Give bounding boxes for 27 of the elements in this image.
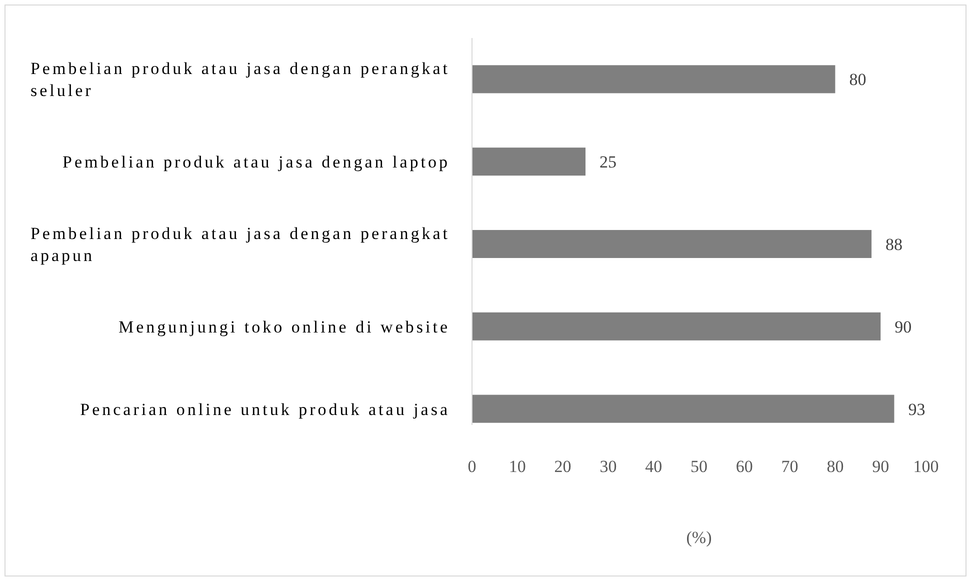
x-tick-label: 10 <box>508 457 526 476</box>
x-tick-label: 20 <box>554 457 572 476</box>
x-tick-label: 70 <box>781 457 798 476</box>
data-label: 90 <box>894 317 912 336</box>
bar <box>472 230 872 258</box>
data-label: 93 <box>908 400 926 419</box>
x-tick-label: 50 <box>690 457 708 476</box>
x-tick-label: 0 <box>468 457 476 476</box>
x-axis-title: (%) <box>686 528 712 547</box>
bar <box>472 148 586 176</box>
x-tick-label: 100 <box>913 457 939 476</box>
y-tick-label: Pencarian online untuk produk atau jasa <box>80 400 450 419</box>
y-tick-label: Pembelian produk atau jasa dengan perangkat apapun <box>30 224 450 265</box>
data-label: 25 <box>600 152 616 172</box>
bar <box>472 65 836 94</box>
y-tick-label: Mengunjungi toko online di website <box>118 317 450 336</box>
x-tick-label: 60 <box>736 457 753 476</box>
x-tick-label: 80 <box>826 457 844 476</box>
y-tick-label: Pembelian produk atau jasa dengan perangkat seluler <box>30 59 450 100</box>
x-tick-label: 40 <box>645 457 662 476</box>
x-tick-label: 30 <box>600 457 617 476</box>
data-label: 88 <box>886 234 903 254</box>
bar <box>472 394 894 423</box>
bar <box>472 312 881 340</box>
x-tick-label: 90 <box>872 457 890 476</box>
y-tick-label: Pembelian produk atau jasa dengan laptop <box>62 152 450 172</box>
data-label: 80 <box>849 70 866 90</box>
